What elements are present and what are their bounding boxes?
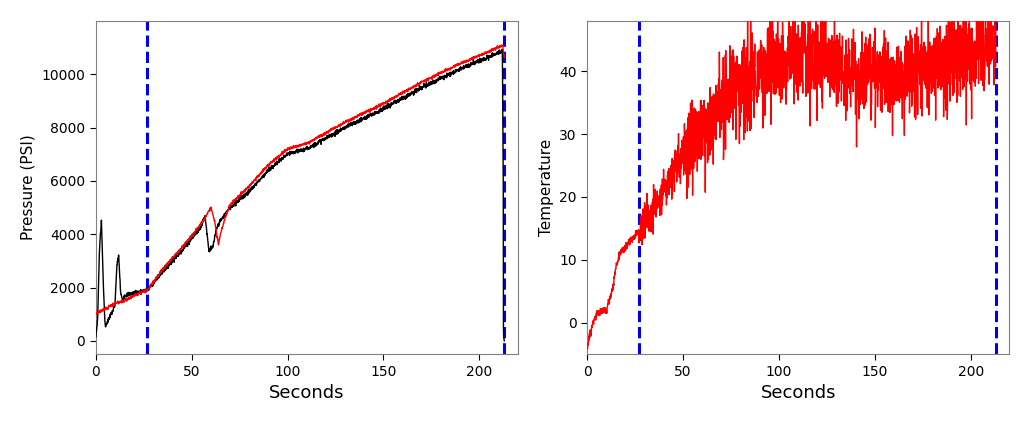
Y-axis label: Temperature: Temperature — [539, 139, 553, 236]
Y-axis label: Pressure (PSI): Pressure (PSI) — [21, 135, 36, 240]
X-axis label: Seconds: Seconds — [760, 384, 836, 402]
X-axis label: Seconds: Seconds — [269, 384, 344, 402]
